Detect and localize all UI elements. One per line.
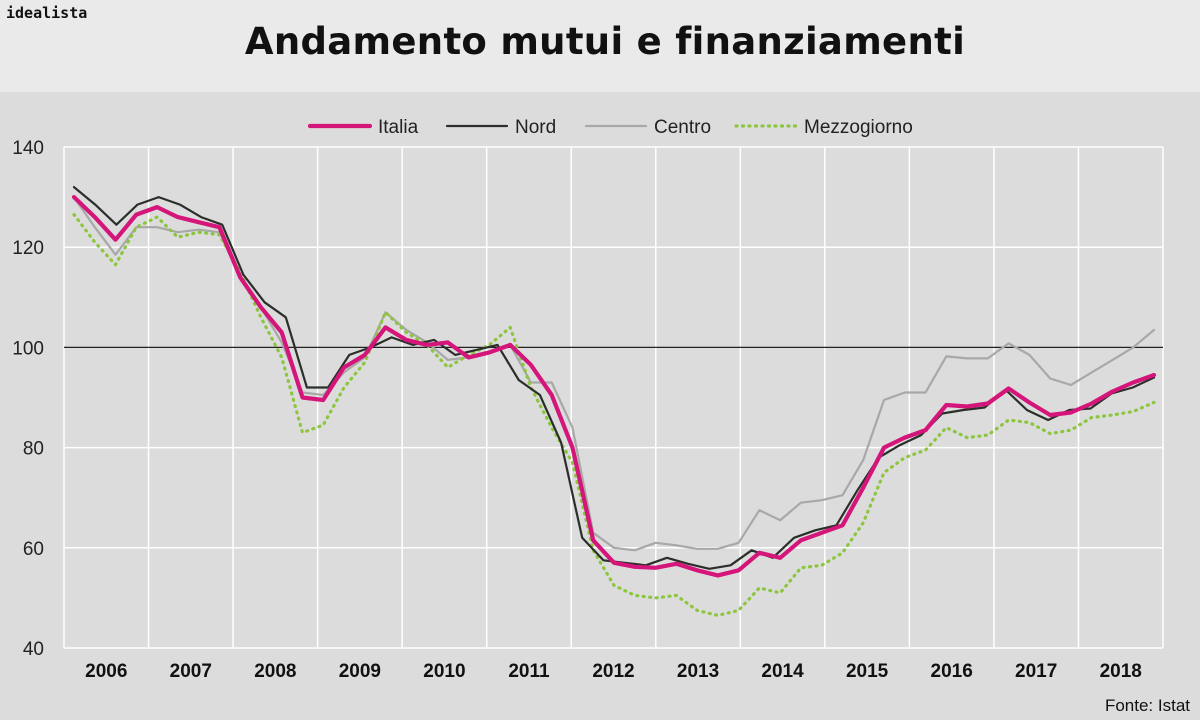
y-tick-label-120: 120 xyxy=(12,238,44,259)
legend-label-mezzogiorno: Mezzogiorno xyxy=(804,117,913,138)
x-tick-label-2009: 2009 xyxy=(339,661,381,682)
brand-logo: idealista xyxy=(6,4,88,22)
source-note: Fonte: Istat xyxy=(1104,696,1190,715)
chart-title: Andamento mutui e finanziamenti xyxy=(244,20,966,63)
series-line-mezzogiorno xyxy=(72,213,1156,618)
header-bar xyxy=(0,0,1200,92)
x-tick-label-2008: 2008 xyxy=(254,661,296,682)
x-tick-label-2011: 2011 xyxy=(508,661,550,682)
series-lines xyxy=(71,186,1157,618)
tick-labels: 40 60 80 100 120 140 2006 2007 2008 2009 2010 2011 2… xyxy=(12,138,1142,682)
legend: Italia Nord Centro Mezzogiorno xyxy=(307,117,913,138)
x-tick-label-2006: 2006 xyxy=(85,661,127,682)
legend-label-italia: Italia xyxy=(378,117,419,138)
x-tick-label-2018: 2018 xyxy=(1100,661,1142,682)
series-line-centro xyxy=(72,196,1156,552)
series-line-nord xyxy=(72,186,1156,570)
x-tick-label-2016: 2016 xyxy=(931,661,973,682)
grid-lines xyxy=(63,146,1164,649)
series-line-italia xyxy=(71,195,1157,578)
y-tick-label-80: 80 xyxy=(23,439,44,460)
y-tick-label-40: 40 xyxy=(23,639,44,660)
x-tick-label-2017: 2017 xyxy=(1015,661,1057,682)
legend-label-centro: Centro xyxy=(654,117,711,138)
legend-label-nord: Nord xyxy=(515,117,556,138)
x-tick-label-2012: 2012 xyxy=(592,661,634,682)
x-tick-label-2013: 2013 xyxy=(677,661,719,682)
x-tick-label-2010: 2010 xyxy=(423,661,465,682)
x-tick-label-2014: 2014 xyxy=(761,661,804,682)
y-tick-label-100: 100 xyxy=(12,338,44,359)
x-tick-label-2015: 2015 xyxy=(846,661,889,682)
y-tick-label-140: 140 xyxy=(12,138,44,159)
x-tick-label-2007: 2007 xyxy=(170,661,212,682)
y-tick-label-60: 60 xyxy=(23,539,44,560)
